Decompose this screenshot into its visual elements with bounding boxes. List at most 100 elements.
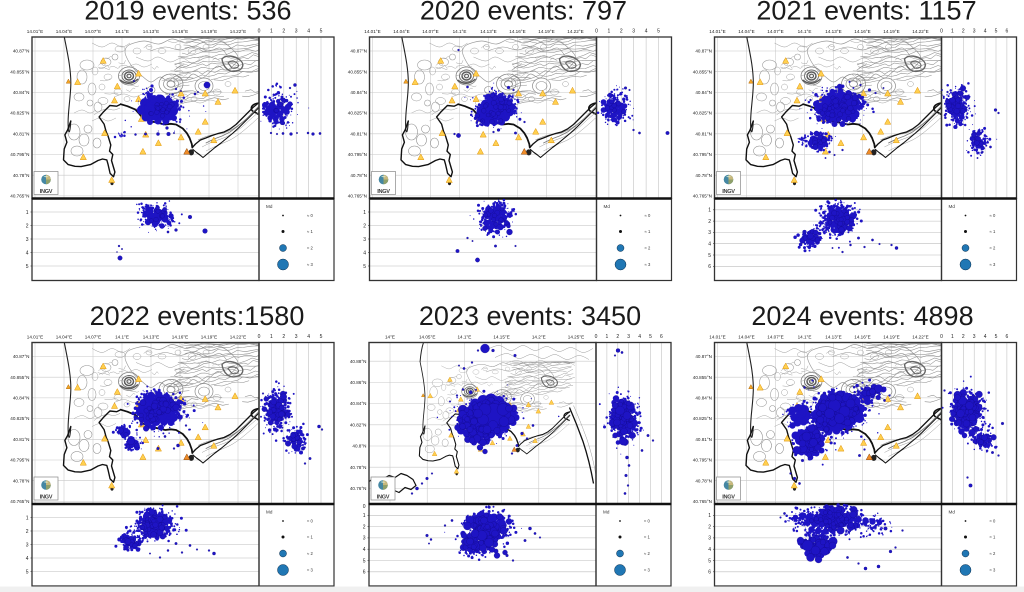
svg-text:2: 2	[962, 334, 965, 340]
svg-text:2: 2	[363, 223, 366, 229]
svg-text:14.15°E: 14.15°E	[493, 335, 509, 340]
svg-text:≈ 2: ≈ 2	[990, 246, 996, 251]
svg-text:40.855°N: 40.855°N	[10, 69, 29, 74]
svg-text:≈ 1: ≈ 1	[990, 535, 996, 540]
svg-text:0: 0	[258, 334, 261, 340]
svg-text:14.19°E: 14.19°E	[883, 335, 899, 340]
svg-text:40.87°N: 40.87°N	[695, 49, 712, 54]
svg-text:≈ 2: ≈ 2	[645, 246, 651, 251]
svg-text:0: 0	[595, 334, 598, 340]
svg-text:3: 3	[708, 230, 711, 236]
svg-text:40.87°N: 40.87°N	[13, 354, 30, 359]
svg-text:40.825°N: 40.825°N	[10, 111, 29, 116]
svg-text:40.795°N: 40.795°N	[10, 458, 29, 463]
svg-text:3: 3	[973, 334, 976, 340]
svg-text:14.04°E: 14.04°E	[738, 335, 754, 340]
svg-text:40.765°N: 40.765°N	[693, 194, 712, 199]
svg-text:2: 2	[616, 334, 619, 340]
svg-text:14.07°E: 14.07°E	[85, 29, 101, 34]
svg-text:5: 5	[363, 264, 366, 270]
svg-text:5: 5	[708, 253, 711, 259]
svg-text:14.22°E: 14.22°E	[230, 335, 246, 340]
svg-text:Md: Md	[266, 204, 273, 209]
svg-text:2: 2	[708, 524, 711, 530]
svg-text:≈ 3: ≈ 3	[990, 262, 996, 267]
svg-text:40.795°N: 40.795°N	[693, 152, 712, 157]
svg-text:6: 6	[660, 334, 663, 340]
svg-text:40.825°N: 40.825°N	[693, 416, 712, 421]
svg-text:4: 4	[307, 29, 310, 35]
svg-text:14.07°E: 14.07°E	[85, 335, 101, 340]
svg-text:≈ 2: ≈ 2	[644, 551, 650, 556]
svg-text:5: 5	[26, 569, 29, 575]
svg-text:4: 4	[708, 547, 711, 553]
svg-text:40.765°N: 40.765°N	[693, 499, 712, 504]
svg-text:40.87°N: 40.87°N	[695, 354, 712, 359]
svg-text:3: 3	[26, 542, 29, 548]
svg-text:5: 5	[657, 29, 660, 35]
svg-text:≈ 1: ≈ 1	[307, 535, 313, 540]
svg-text:14.01°E: 14.01°E	[709, 29, 725, 34]
svg-text:40.84°N: 40.84°N	[350, 90, 367, 95]
svg-text:14.04°E: 14.04°E	[56, 29, 72, 34]
svg-text:40.765°N: 40.765°N	[10, 194, 29, 199]
svg-text:40.84°N: 40.84°N	[13, 90, 30, 95]
svg-text:2: 2	[620, 29, 623, 35]
svg-text:INGV: INGV	[377, 494, 390, 500]
svg-text:14.16°E: 14.16°E	[854, 29, 870, 34]
svg-text:40.78°N: 40.78°N	[13, 478, 30, 483]
svg-text:14.1°E: 14.1°E	[457, 335, 471, 340]
svg-text:14.1°E: 14.1°E	[798, 335, 812, 340]
svg-text:14.22°E: 14.22°E	[912, 29, 928, 34]
svg-text:INGV: INGV	[40, 189, 53, 195]
svg-text:≈ 0: ≈ 0	[990, 519, 996, 524]
svg-text:5: 5	[320, 334, 323, 340]
svg-text:≈ 1: ≈ 1	[307, 229, 313, 234]
svg-text:6: 6	[363, 570, 366, 576]
svg-text:14.01°E: 14.01°E	[709, 335, 725, 340]
svg-text:14.07°E: 14.07°E	[767, 29, 783, 34]
svg-text:2: 2	[26, 223, 29, 229]
svg-text:≈ 2: ≈ 2	[307, 246, 313, 251]
svg-text:4: 4	[984, 29, 987, 35]
svg-text:0: 0	[258, 29, 261, 35]
svg-text:6: 6	[1006, 29, 1009, 35]
svg-text:40.78°N: 40.78°N	[13, 173, 30, 178]
svg-text:40.76°N: 40.76°N	[350, 486, 367, 491]
svg-text:5: 5	[26, 264, 29, 270]
svg-text:40.765°N: 40.765°N	[348, 194, 367, 199]
svg-text:INGV: INGV	[40, 494, 53, 500]
svg-text:4: 4	[26, 250, 29, 256]
svg-text:≈ 1: ≈ 1	[644, 535, 650, 540]
svg-text:14.22°E: 14.22°E	[912, 335, 928, 340]
svg-text:14.13°E: 14.13°E	[480, 29, 496, 34]
svg-text:14.19°E: 14.19°E	[883, 29, 899, 34]
svg-text:1: 1	[708, 513, 711, 519]
svg-text:14.01°E: 14.01°E	[27, 29, 43, 34]
svg-text:1: 1	[951, 334, 954, 340]
svg-text:0: 0	[940, 334, 943, 340]
svg-text:1: 1	[363, 210, 366, 216]
svg-text:INGV: INGV	[722, 494, 735, 500]
svg-text:14.07°E: 14.07°E	[422, 29, 438, 34]
svg-text:2: 2	[282, 29, 285, 35]
svg-text:14.13°E: 14.13°E	[825, 335, 841, 340]
svg-text:14.04°E: 14.04°E	[738, 29, 754, 34]
svg-text:14.2°E: 14.2°E	[532, 335, 546, 340]
svg-text:40.81°N: 40.81°N	[350, 131, 367, 136]
svg-text:40.8°N: 40.8°N	[352, 444, 366, 449]
svg-text:3: 3	[26, 237, 29, 243]
svg-text:40.825°N: 40.825°N	[10, 416, 29, 421]
svg-text:2020 events: 797: 2020 events: 797	[420, 0, 627, 26]
svg-text:2: 2	[962, 29, 965, 35]
svg-text:1: 1	[606, 334, 609, 340]
svg-text:5: 5	[320, 29, 323, 35]
svg-text:40.81°N: 40.81°N	[13, 131, 30, 136]
svg-text:≈ 0: ≈ 0	[990, 213, 996, 218]
svg-text:40.825°N: 40.825°N	[693, 111, 712, 116]
svg-text:4: 4	[307, 334, 310, 340]
svg-text:14.04°E: 14.04°E	[56, 335, 72, 340]
svg-text:2022 events:1580: 2022 events:1580	[90, 301, 305, 331]
svg-text:Md: Md	[603, 510, 610, 515]
svg-text:4: 4	[26, 556, 29, 562]
